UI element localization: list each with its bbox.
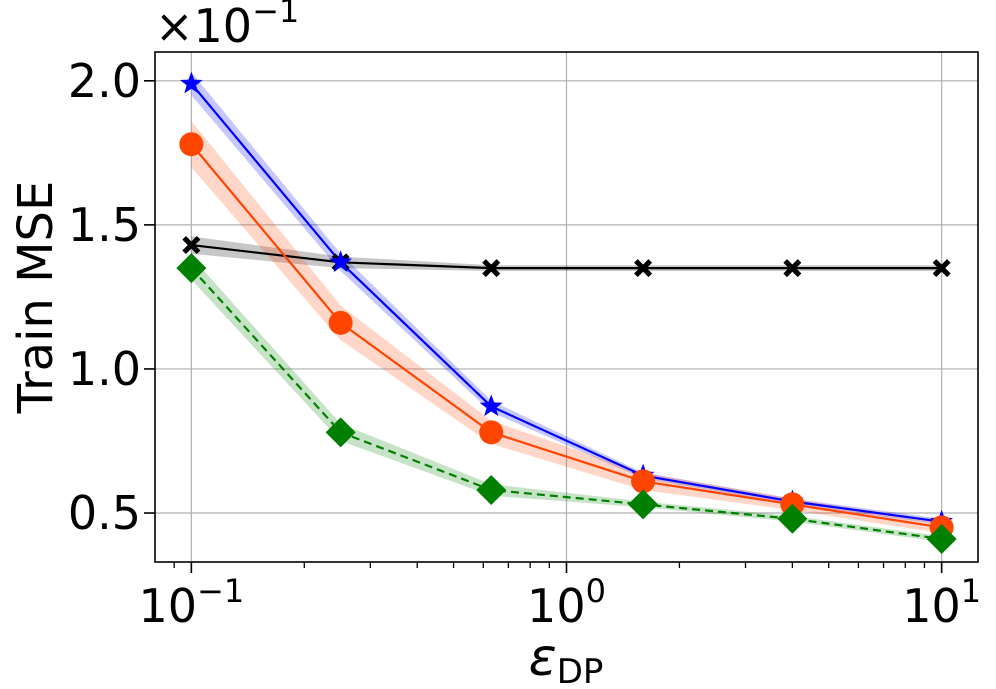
y-tick-label: 0.5	[68, 486, 141, 540]
series-3-diamond-marker	[777, 503, 808, 534]
series-0-line	[191, 243, 942, 270]
series-2-circle-marker	[328, 310, 353, 335]
y-tick-label: 2.0	[68, 54, 141, 108]
x-axis-ticks: 10−1 100 101	[138, 562, 981, 633]
series-2-circle-marker	[479, 420, 504, 445]
series-2-circle-marker	[179, 132, 204, 157]
y-axis-label: Train MSE	[8, 181, 64, 415]
series-3-diamond-marker	[628, 489, 659, 520]
series-1-star-marker	[179, 71, 203, 94]
y-tick-label: 1.0	[68, 342, 141, 396]
grid-lines	[155, 52, 978, 562]
series-3-diamond-marker	[176, 253, 207, 284]
y-offset-base: ×10	[155, 0, 252, 53]
series-3-diamond-marker	[476, 474, 507, 505]
x-tick-label: 100	[527, 572, 606, 633]
y-offset-text: ×10−1	[155, 0, 299, 53]
y-axis-ticks: 0.5 1.0 1.5 2.0	[68, 54, 155, 540]
series-0-x-marker	[932, 259, 951, 278]
series-3-diamond-marker	[926, 523, 957, 554]
x-axis-label-symbol: ε	[529, 628, 557, 688]
series-0-band	[191, 236, 942, 271]
series-3-diamond-marker	[325, 417, 356, 448]
series-0-x-marker	[783, 259, 802, 278]
series-markers	[176, 71, 957, 554]
x-axis-label: εDP	[529, 628, 604, 689]
series-2-circle-marker	[631, 469, 656, 494]
series-0-x-marker	[482, 259, 501, 278]
x-tick-label: 10−1	[138, 572, 244, 633]
series-3-line	[190, 267, 942, 541]
x-axis-label-subscript: DP	[557, 652, 604, 689]
x-tick-label: 101	[902, 572, 981, 633]
series-1-line	[190, 82, 942, 523]
series-1-star-marker	[479, 394, 503, 417]
series-0-x-marker	[182, 236, 201, 255]
y-tick-label: 1.5	[68, 198, 141, 252]
series-0-x-marker	[634, 259, 653, 278]
series-2-line	[190, 143, 942, 529]
y-offset-exponent: −1	[252, 0, 299, 30]
series-lines	[190, 82, 942, 541]
series-1-star-marker	[329, 250, 353, 272]
